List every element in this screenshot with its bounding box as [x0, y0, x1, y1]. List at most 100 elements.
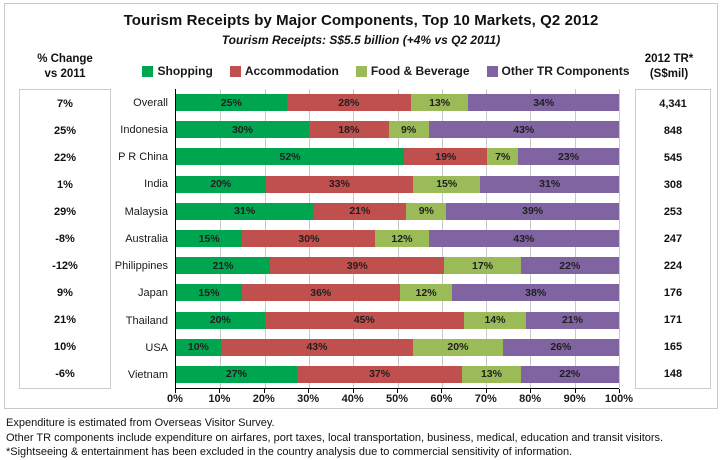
bar-segment: 43% — [220, 338, 414, 356]
bar-segment: 26% — [502, 338, 619, 356]
bar-row: 31% 21% 9% 39% — [176, 198, 619, 225]
axis-tick — [574, 389, 576, 393]
pct-change-value: 10% — [53, 341, 77, 354]
bar-segment: 25% — [176, 94, 287, 112]
chart-title: Tourism Receipts by Major Components, To… — [123, 12, 599, 29]
category-labels-column: Overall Indonesia P R China India Malaysia Au… — [111, 89, 175, 389]
bar-segment: 28% — [286, 94, 411, 112]
axis-tick-label: 70% — [474, 393, 497, 405]
axis-tick — [485, 389, 487, 393]
pct-change-value: 1% — [57, 178, 73, 191]
stacked-bar-usa: 10% 43% 20% 26% — [176, 338, 619, 356]
tr-2012-value: 171 — [663, 314, 683, 327]
legend-label: Shopping — [157, 64, 213, 78]
axis-tick-label: 100% — [604, 393, 634, 405]
stacked-bar-vietnam: 27% 37% 13% 22% — [176, 365, 619, 383]
tr-2012-header: 2012 TR* (S$mil) — [629, 52, 709, 82]
bar-segment: 13% — [462, 365, 521, 383]
bar-segment: 36% — [241, 284, 400, 302]
bar-segment: 21% — [176, 257, 270, 275]
chart-body: 7% 25% 22% 1% 29% -8% -12% 9% 21% 10% -6% Overall I… — [5, 89, 717, 407]
header-band: % Change vs 2011 Shopping Accommodation … — [5, 52, 717, 88]
bar-segment: 15% — [176, 284, 242, 302]
axis-tick — [619, 389, 620, 393]
stacked-bar-australia: 15% 30% 12% 43% — [176, 230, 619, 248]
axis-tick-label: 40% — [341, 393, 364, 405]
bar-segment: 12% — [399, 284, 453, 302]
category-label: Thailand — [125, 314, 168, 327]
tr-2012-column: 4,341 848 545 308 253 247 224 176 171 165 148 — [635, 89, 711, 389]
pct-change-value: 21% — [53, 314, 77, 327]
pct-change-value: 9% — [57, 287, 73, 300]
stacked-bar-overall: 25% 28% 13% 34% — [176, 94, 619, 112]
legend-swatch-icon — [142, 65, 154, 77]
x-axis: 0% 10% 20% 30% 40% 50% 60% 70% 80% 90% 100% — [167, 389, 633, 407]
axis-tick-label: 60% — [430, 393, 453, 405]
stacked-bar-japan: 15% 36% 12% 38% — [176, 284, 619, 302]
bar-row: 30% 18% 9% 43% — [176, 116, 619, 143]
tr-2012-value: 4,341 — [659, 97, 687, 110]
tr-2012-header-line1: 2012 TR* — [644, 53, 694, 65]
bars-container: 25% 28% 13% 34% 30% 18% 9% 43% 52% 19% 7% 23% 20% 33%… — [176, 89, 619, 388]
axis-tick — [352, 389, 354, 393]
legend: Shopping Accommodation Food & Beverage O… — [142, 64, 630, 78]
gridline — [619, 89, 620, 388]
pct-change-header-line2: vs 2011 — [44, 67, 86, 80]
bar-segment: 27% — [176, 365, 297, 383]
bar-segment: 43% — [428, 121, 619, 139]
category-label: Overall — [133, 96, 168, 109]
bar-segment: 30% — [176, 121, 309, 139]
tr-2012-value: 247 — [663, 233, 683, 246]
tr-2012-value: 848 — [663, 124, 683, 137]
legend-label: Food & Beverage — [370, 64, 470, 78]
category-label: Malaysia — [124, 205, 168, 218]
footnote-3: *Sightseeing & entertainment has been ex… — [6, 446, 573, 459]
legend-item: Shopping — [142, 64, 213, 78]
bar-segment: 22% — [520, 365, 619, 383]
tr-2012-header-line2: (S$mil) — [649, 67, 689, 80]
category-label: Japan — [138, 287, 168, 300]
bar-row: 15% 30% 12% 43% — [176, 225, 619, 252]
pct-change-header: % Change vs 2011 — [19, 52, 111, 82]
pct-change-column: 7% 25% 22% 1% 29% -8% -12% 9% 21% 10% -6% — [19, 89, 111, 389]
bar-row: 20% 33% 15% 31% — [176, 171, 619, 198]
stacked-bar-malaysia: 31% 21% 9% 39% — [176, 202, 619, 220]
legend-label: Other TR Components — [501, 64, 630, 78]
legend-label: Accommodation — [244, 64, 339, 78]
axis-tick — [441, 389, 443, 393]
category-label: Indonesia — [120, 123, 168, 136]
stacked-bar-thailand: 20% 45% 14% 21% — [176, 311, 619, 329]
bar-segment: 33% — [265, 175, 414, 193]
bar-segment: 37% — [296, 365, 463, 383]
bar-segment: 39% — [269, 257, 445, 275]
bar-row: 20% 45% 14% 21% — [176, 307, 619, 334]
footnote-1: Expenditure is estimated from Overseas V… — [6, 417, 275, 429]
bar-segment: 20% — [413, 338, 503, 356]
bar-segment: 14% — [463, 311, 526, 329]
bar-segment: 7% — [487, 148, 519, 166]
stacked-bar-p-r-china: 52% 19% 7% 23% — [176, 148, 619, 166]
category-label: USA — [145, 342, 168, 355]
axis-tick — [397, 389, 398, 393]
bar-segment: 9% — [406, 202, 447, 220]
stacked-bar-indonesia: 30% 18% 9% 43% — [176, 121, 619, 139]
tr-2012-value: 253 — [663, 205, 683, 218]
footnotes: Expenditure is estimated from Overseas V… — [6, 416, 722, 460]
bar-segment: 15% — [413, 175, 481, 193]
bar-segment: 45% — [264, 311, 464, 329]
axis-tick — [530, 389, 532, 393]
bar-row: 15% 36% 12% 38% — [176, 279, 619, 306]
chart-frame: Tourism Receipts by Major Components, To… — [4, 3, 718, 409]
bar-segment: 31% — [480, 175, 619, 193]
axis-tick-label: 80% — [519, 393, 542, 405]
pct-change-value: -6% — [55, 368, 75, 381]
legend-swatch-icon — [486, 65, 498, 77]
legend-item: Accommodation — [229, 64, 339, 78]
stacked-bar-philippines: 21% 39% 17% 22% — [176, 257, 619, 275]
legend-item: Food & Beverage — [355, 64, 470, 78]
category-label: Australia — [125, 232, 168, 245]
category-label: P R China — [118, 151, 168, 164]
legend-swatch-icon — [229, 65, 241, 77]
pct-change-value: -12% — [52, 260, 78, 273]
